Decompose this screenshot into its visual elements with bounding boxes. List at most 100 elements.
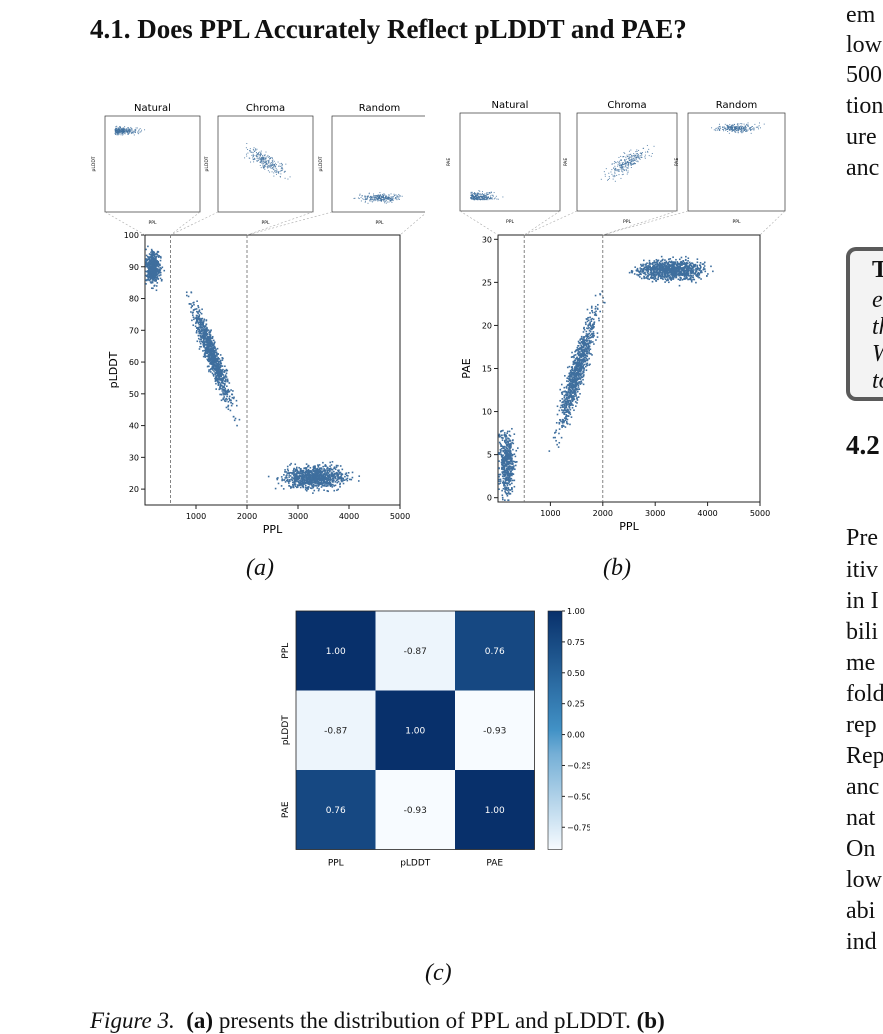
- scatter-point: [154, 270, 156, 272]
- scatter-point: [563, 425, 565, 427]
- scatter-point: [199, 341, 201, 343]
- scatter-point: [501, 459, 503, 461]
- inset-point: [264, 165, 265, 166]
- scatter-point: [312, 478, 314, 480]
- scatter-point: [581, 349, 583, 351]
- scatter-point: [210, 329, 212, 331]
- scatter-point: [286, 474, 288, 476]
- scatter-point: [503, 488, 505, 490]
- scatter-point: [217, 380, 219, 382]
- scatter-point: [516, 461, 518, 463]
- scatter-point: [504, 465, 506, 467]
- scatter-point: [297, 485, 299, 487]
- scatter-point: [196, 330, 198, 332]
- scatter-point: [579, 342, 581, 344]
- scatter-point: [585, 357, 587, 359]
- inset-point: [371, 200, 372, 201]
- scatter-point: [192, 324, 194, 326]
- scatter-point: [192, 311, 194, 313]
- inset-point: [284, 171, 285, 172]
- scatter-point: [152, 269, 154, 271]
- inset-point: [391, 202, 392, 203]
- scatter-point: [307, 475, 309, 477]
- scatter-point: [203, 337, 205, 339]
- scatter-point: [347, 475, 349, 477]
- scatter-point: [298, 472, 300, 474]
- inset-point: [370, 201, 371, 202]
- scatter-point: [578, 373, 580, 375]
- inset-point: [118, 127, 119, 128]
- scatter-point: [571, 356, 573, 358]
- scatter-point: [556, 422, 558, 424]
- scatter-point: [333, 474, 335, 476]
- scatter-point: [197, 312, 199, 314]
- inset-point: [365, 202, 366, 203]
- scatter-point: [338, 481, 340, 483]
- inset-point: [246, 143, 247, 144]
- scatter-point: [306, 463, 308, 465]
- scatter-point: [509, 469, 511, 471]
- inset-point: [256, 152, 257, 153]
- scatter-point: [568, 373, 570, 375]
- scatter-point: [215, 363, 217, 365]
- inset-point: [259, 157, 260, 158]
- inset-point: [392, 198, 393, 199]
- inset-point: [129, 130, 130, 131]
- scatter-point: [221, 378, 223, 380]
- inset-point: [116, 133, 117, 134]
- scatter-point: [504, 472, 506, 474]
- scatter-point: [192, 314, 194, 316]
- inset-point: [385, 196, 386, 197]
- scatter-point: [324, 473, 326, 475]
- scatter-point: [341, 477, 343, 479]
- scatter-point: [502, 462, 504, 464]
- inset-point: [395, 197, 396, 198]
- scatter-point: [504, 470, 506, 472]
- next-section-title: 4.2: [846, 430, 880, 461]
- scatter-point: [498, 479, 500, 481]
- scatter-point: [232, 403, 234, 405]
- inset-connector: [171, 212, 219, 235]
- scatter-point: [675, 259, 677, 261]
- scatter-point: [156, 285, 158, 287]
- scatter-point: [707, 273, 709, 275]
- scatter-point: [229, 391, 231, 393]
- scatter-point: [590, 340, 592, 342]
- scatter-point: [564, 413, 566, 415]
- scatter-point: [569, 396, 571, 398]
- inset-point: [398, 194, 399, 195]
- scatter-point: [154, 266, 156, 268]
- scatter-point: [200, 343, 202, 345]
- scatter-point: [593, 333, 595, 335]
- inset-point: [136, 127, 137, 128]
- scatter-point: [153, 253, 155, 255]
- scatter-point: [145, 265, 147, 267]
- scatter-point: [587, 351, 589, 353]
- scatter-point: [332, 469, 334, 471]
- scatter-point: [502, 439, 504, 441]
- scatter-point: [508, 448, 510, 450]
- scatter-point: [200, 319, 202, 321]
- scatter-point: [281, 478, 283, 480]
- scatter-point: [553, 437, 555, 439]
- scatter-point: [571, 352, 573, 354]
- inset-point: [281, 170, 282, 171]
- scatter-point: [561, 425, 563, 427]
- scatter-point: [582, 363, 584, 365]
- scatter-point: [227, 380, 229, 382]
- scatter-point: [508, 450, 510, 452]
- scatter-point: [156, 264, 158, 266]
- scatter-point: [566, 416, 568, 418]
- inset-point: [360, 194, 361, 195]
- scatter-point: [558, 422, 560, 424]
- scatter-point: [276, 478, 278, 480]
- scatter-point: [577, 371, 579, 373]
- scatter-point: [506, 453, 508, 455]
- inset-y-label: pLDDT: [318, 156, 324, 171]
- scatter-point: [501, 448, 503, 450]
- inset-point: [265, 154, 266, 155]
- scatter-point: [571, 369, 573, 371]
- inset-point: [264, 157, 265, 158]
- scatter-point: [687, 260, 689, 262]
- scatter-point: [342, 480, 344, 482]
